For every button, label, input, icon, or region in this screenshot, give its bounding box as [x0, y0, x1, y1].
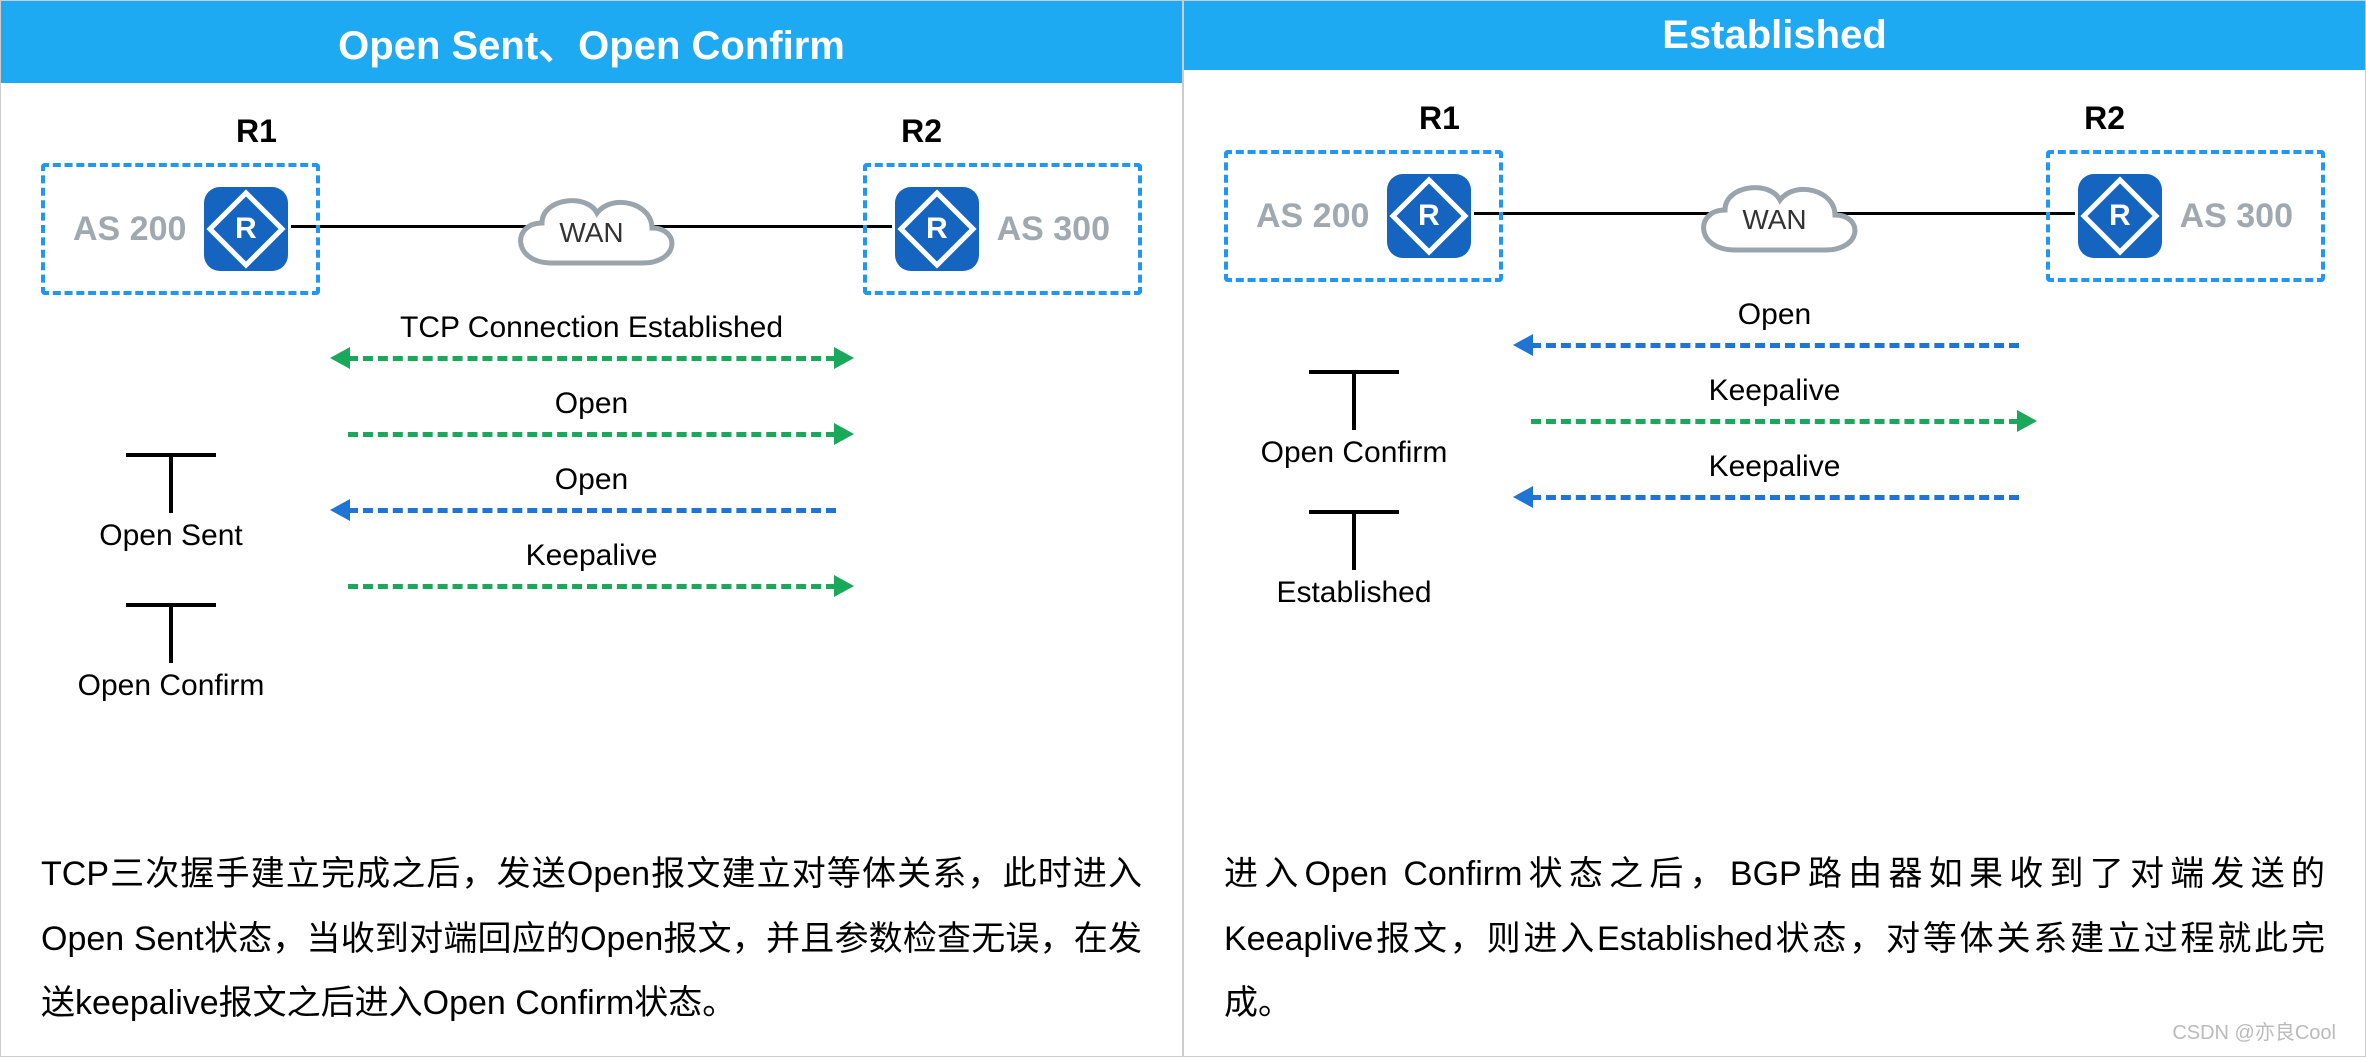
wan-cloud-right: WAN [1685, 170, 1865, 270]
right-body: R1 R2 AS 200 R WAN R AS 300 [1184, 70, 2365, 1056]
router-icon-r2-r: R [2078, 174, 2162, 258]
message-arrow [1515, 490, 2035, 504]
state-tick [126, 603, 216, 607]
right-header: Established [1184, 1, 2365, 70]
left-messages: Open Sent Open Confirm TCP Connection Est… [41, 303, 1142, 822]
r1-label: R1 [236, 113, 277, 150]
as-right-box-r: R AS 300 [2046, 150, 2325, 282]
router-icon-r1-r: R [1387, 174, 1471, 258]
state-label: Open Sent [41, 519, 301, 553]
state-label: Open Confirm [1224, 436, 1484, 470]
left-body: R1 R2 AS 200 R WAN R AS 300 [1, 83, 1182, 1056]
wan-label-left: WAN [559, 217, 623, 249]
right-topology: R1 R2 AS 200 R WAN R AS 300 [1224, 100, 2325, 280]
r2-label: R2 [901, 113, 942, 150]
message-arrow [332, 579, 852, 593]
state-marker: Established [1224, 510, 1484, 610]
message-row: TCP Connection Established [41, 311, 1142, 365]
message-arrow [1515, 338, 2035, 352]
as-right-text: AS 300 [997, 210, 1110, 249]
router-icon-r1: R [204, 187, 288, 271]
state-tick [126, 453, 216, 457]
state-tick [1309, 510, 1399, 514]
message-arrow [1515, 414, 2035, 428]
wan-label-right: WAN [1742, 204, 1806, 236]
left-header: Open Sent、Open Confirm [1, 1, 1182, 83]
r1-label-r: R1 [1419, 100, 1460, 137]
message-arrow [332, 351, 852, 365]
as-right-box: R AS 300 [863, 163, 1142, 295]
message-label: Open [41, 387, 1142, 421]
left-topology: R1 R2 AS 200 R WAN R AS 300 [41, 113, 1142, 293]
right-panel: Established R1 R2 AS 200 R WAN R [1183, 0, 2366, 1057]
message-label: TCP Connection Established [41, 311, 1142, 345]
right-messages: Open ConfirmEstablished OpenKeepaliveKee… [1224, 290, 2325, 822]
state-tick [1309, 370, 1399, 374]
as-left-text-r: AS 200 [1256, 197, 1369, 236]
state-marker: Open Confirm [41, 603, 301, 703]
message-row: Open [41, 387, 1142, 441]
as-right-text-r: AS 300 [2180, 197, 2293, 236]
as-left-box: AS 200 R [41, 163, 320, 295]
left-desc: TCP三次握手建立完成之后，发送Open报文建立对等体关系，此时进入Open S… [41, 842, 1142, 1036]
as-left-box-r: AS 200 R [1224, 150, 1503, 282]
state-marker: Open Sent [41, 453, 301, 553]
wan-cloud-left: WAN [502, 183, 682, 283]
state-marker: Open Confirm [1224, 370, 1484, 470]
as-left-text: AS 200 [73, 210, 186, 249]
right-desc: 进入Open Confirm状态之后，BGP路由器如果收到了对端发送的Keeap… [1224, 842, 2325, 1036]
message-label: Open [1224, 298, 2325, 332]
message-arrow [332, 503, 852, 517]
watermark: CSDN @亦良Cool [2172, 1016, 2336, 1045]
state-label: Established [1224, 576, 1484, 610]
message-arrow [332, 427, 852, 441]
state-label: Open Confirm [41, 669, 301, 703]
router-icon-r2: R [895, 187, 979, 271]
message-row: Open [1224, 298, 2325, 352]
r2-label-r: R2 [2084, 100, 2125, 137]
left-panel: Open Sent、Open Confirm R1 R2 AS 200 R WA… [0, 0, 1183, 1057]
